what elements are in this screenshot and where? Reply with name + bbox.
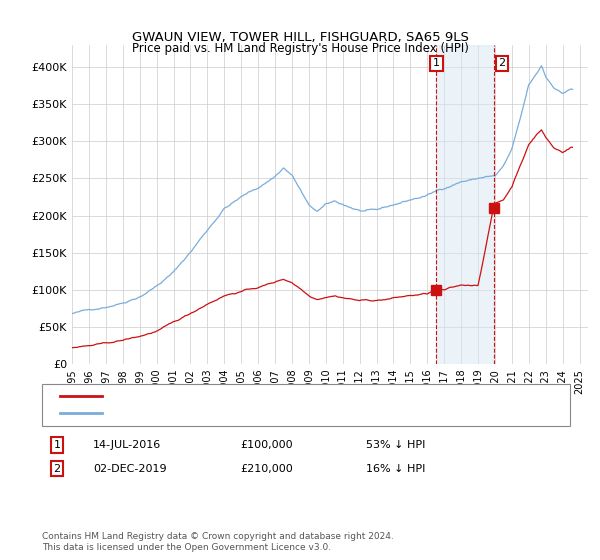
Text: 2: 2 xyxy=(499,58,506,68)
Text: 02-DEC-2019: 02-DEC-2019 xyxy=(93,464,167,474)
Text: Contains HM Land Registry data © Crown copyright and database right 2024.
This d: Contains HM Land Registry data © Crown c… xyxy=(42,532,394,552)
Text: £210,000: £210,000 xyxy=(240,464,293,474)
Text: 16% ↓ HPI: 16% ↓ HPI xyxy=(366,464,425,474)
Bar xyxy=(436,45,494,364)
Text: 1: 1 xyxy=(53,440,61,450)
Text: GWAUN VIEW, TOWER HILL, FISHGUARD, SA65 9LS: GWAUN VIEW, TOWER HILL, FISHGUARD, SA65 … xyxy=(131,31,469,44)
Text: 53% ↓ HPI: 53% ↓ HPI xyxy=(366,440,425,450)
Text: GWAUN VIEW, TOWER HILL, FISHGUARD, SA65 9LS (detached house): GWAUN VIEW, TOWER HILL, FISHGUARD, SA65 … xyxy=(111,391,470,401)
Text: HPI: Average price, detached house, Pembrokeshire: HPI: Average price, detached house, Pemb… xyxy=(111,408,381,418)
Text: 14-JUL-2016: 14-JUL-2016 xyxy=(93,440,161,450)
Text: 1: 1 xyxy=(433,58,440,68)
Text: £100,000: £100,000 xyxy=(240,440,293,450)
Text: 2: 2 xyxy=(53,464,61,474)
Text: Price paid vs. HM Land Registry's House Price Index (HPI): Price paid vs. HM Land Registry's House … xyxy=(131,42,469,55)
